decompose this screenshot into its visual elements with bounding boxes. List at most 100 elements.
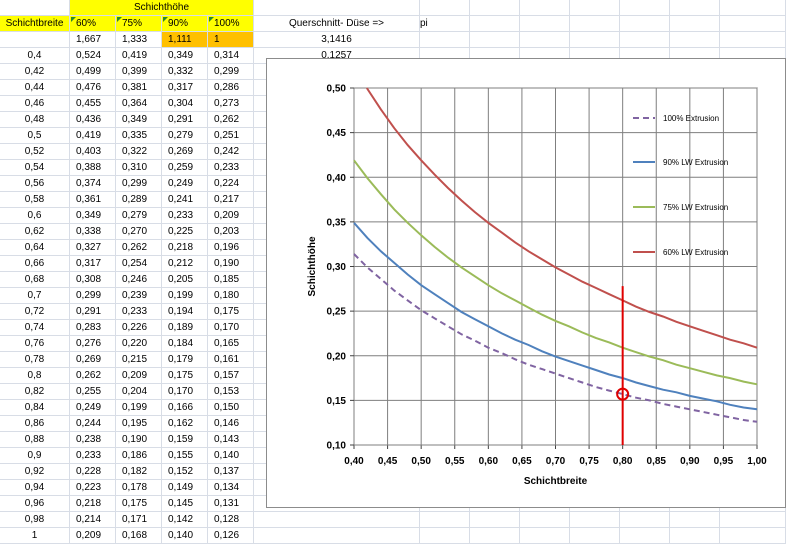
schichthoehe-value-cell[interactable]: 0,166 (162, 400, 208, 416)
empty-cell[interactable] (420, 32, 470, 48)
schichtbreite-header-cell[interactable]: Schichtbreite (0, 16, 70, 32)
schichthoehe-value-cell[interactable]: 0,162 (162, 416, 208, 432)
schichthoehe-value-cell[interactable]: 0,205 (162, 272, 208, 288)
schichthoehe-value-cell[interactable]: 0,196 (208, 240, 254, 256)
schichthoehe-value-cell[interactable]: 0,419 (70, 128, 116, 144)
schichthoehe-value-cell[interactable]: 0,215 (116, 352, 162, 368)
schichthoehe-value-cell[interactable]: 0,217 (208, 192, 254, 208)
schichthoehe-value-cell[interactable]: 0,279 (162, 128, 208, 144)
schichthoehe-value-cell[interactable]: 0,419 (116, 48, 162, 64)
empty-cell[interactable] (520, 32, 570, 48)
schichthoehe-value-cell[interactable]: 0,246 (116, 272, 162, 288)
schichthoehe-value-cell[interactable]: 0,349 (70, 208, 116, 224)
empty-cell[interactable] (570, 32, 620, 48)
schichthoehe-value-cell[interactable]: 0,209 (70, 528, 116, 544)
schichthoehe-value-cell[interactable]: 0,209 (208, 208, 254, 224)
schichthoehe-value-cell[interactable]: 0,238 (70, 432, 116, 448)
schichthoehe-value-cell[interactable]: 0,214 (70, 512, 116, 528)
schichthoehe-value-cell[interactable]: 0,226 (116, 320, 162, 336)
empty-cell[interactable] (570, 0, 620, 16)
schichthoehe-value-cell[interactable]: 0,146 (208, 416, 254, 432)
schichtbreite-value-cell[interactable]: 0,54 (0, 160, 70, 176)
schichthoehe-value-cell[interactable]: 0,203 (208, 224, 254, 240)
schichthoehe-value-cell[interactable]: 0,225 (162, 224, 208, 240)
empty-cell[interactable] (720, 0, 786, 16)
schichthoehe-value-cell[interactable]: 0,128 (208, 512, 254, 528)
schichthoehe-value-cell[interactable]: 0,381 (116, 80, 162, 96)
schichthoehe-value-cell[interactable]: 0,254 (116, 256, 162, 272)
schichthoehe-value-cell[interactable]: 0,152 (162, 464, 208, 480)
schichtbreite-value-cell[interactable]: 0,44 (0, 80, 70, 96)
schichthoehe-value-cell[interactable]: 0,299 (70, 288, 116, 304)
empty-cell[interactable] (720, 512, 786, 528)
schichtbreite-value-cell[interactable]: 0,9 (0, 448, 70, 464)
schichthoehe-value-cell[interactable]: 0,212 (162, 256, 208, 272)
schichthoehe-value-cell[interactable]: 0,142 (162, 512, 208, 528)
schichthoehe-value-cell[interactable]: 0,137 (208, 464, 254, 480)
schichthoehe-value-cell[interactable]: 0,242 (208, 144, 254, 160)
schichthoehe-value-cell[interactable]: 0,150 (208, 400, 254, 416)
schichthoehe-value-cell[interactable]: 0,180 (208, 288, 254, 304)
schichthoehe-value-cell[interactable]: 0,317 (70, 256, 116, 272)
schichthoehe-value-cell[interactable]: 0,218 (70, 496, 116, 512)
schichthoehe-value-cell[interactable]: 0,233 (208, 160, 254, 176)
schichthoehe-value-cell[interactable]: 0,249 (70, 400, 116, 416)
schichthoehe-value-cell[interactable]: 0,251 (208, 128, 254, 144)
schichtbreite-value-cell[interactable]: 0,68 (0, 272, 70, 288)
empty-cell[interactable] (254, 512, 420, 528)
schichtbreite-value-cell[interactable]: 0,48 (0, 112, 70, 128)
schichthoehe-value-cell[interactable]: 0,262 (116, 240, 162, 256)
empty-cell[interactable] (470, 16, 520, 32)
schichthoehe-value-cell[interactable]: 0,199 (116, 400, 162, 416)
percent-header-cell[interactable]: 60% (70, 16, 116, 32)
schichthoehe-value-cell[interactable]: 0,476 (70, 80, 116, 96)
schichtbreite-value-cell[interactable]: 0,42 (0, 64, 70, 80)
empty-cell[interactable] (520, 0, 570, 16)
schichtbreite-value-cell[interactable]: 0,58 (0, 192, 70, 208)
schichthoehe-value-cell[interactable]: 0,186 (116, 448, 162, 464)
empty-cell[interactable] (420, 528, 470, 544)
schichthoehe-value-cell[interactable]: 0,374 (70, 176, 116, 192)
schichthoehe-value-cell[interactable]: 0,233 (70, 448, 116, 464)
schichthoehe-value-cell[interactable]: 0,149 (162, 480, 208, 496)
line-chart[interactable]: 0,40 0,45 0,50 0,55 0,60 0,65 0,70 0,75 0,80 0,85… (266, 58, 786, 508)
schichthoehe-value-cell[interactable]: 0,399 (116, 64, 162, 80)
empty-cell[interactable] (670, 16, 720, 32)
schichtbreite-value-cell[interactable]: 0,92 (0, 464, 70, 480)
schichthoehe-value-cell[interactable]: 0,224 (208, 176, 254, 192)
schichtbreite-value-cell[interactable]: 0,6 (0, 208, 70, 224)
empty-cell[interactable] (520, 528, 570, 544)
schichthoehe-value-cell[interactable]: 0,175 (208, 304, 254, 320)
schichthoehe-value-cell[interactable]: 0,249 (162, 176, 208, 192)
schichtbreite-value-cell[interactable]: 0,52 (0, 144, 70, 160)
empty-cell[interactable] (570, 512, 620, 528)
empty-cell[interactable] (470, 512, 520, 528)
schichthoehe-value-cell[interactable]: 0,175 (116, 496, 162, 512)
schichthoehe-value-cell[interactable]: 0,308 (70, 272, 116, 288)
cross-section-label-cell[interactable]: Querschnitt- Düse => (254, 16, 420, 32)
schichthoehe-value-cell[interactable]: 0,175 (162, 368, 208, 384)
schichthoehe-value-cell[interactable]: 0,153 (208, 384, 254, 400)
empty-cell[interactable] (620, 16, 670, 32)
schichthoehe-value-cell[interactable]: 0,269 (70, 352, 116, 368)
schichtbreite-value-cell[interactable]: 0,98 (0, 512, 70, 528)
schichthoehe-value-cell[interactable]: 0,322 (116, 144, 162, 160)
schichthoehe-value-cell[interactable]: 0,161 (208, 352, 254, 368)
schichthoehe-value-cell[interactable]: 0,255 (70, 384, 116, 400)
empty-cell[interactable] (620, 528, 670, 544)
schichtbreite-value-cell[interactable]: 0,94 (0, 480, 70, 496)
schichthoehe-value-cell[interactable]: 0,403 (70, 144, 116, 160)
empty-cell[interactable] (0, 32, 70, 48)
factor-cell[interactable]: 1,333 (116, 32, 162, 48)
schichthoehe-value-cell[interactable]: 0,244 (70, 416, 116, 432)
empty-cell[interactable] (620, 0, 670, 16)
pi-value-cell[interactable]: 3,1416 (254, 32, 420, 48)
schichtbreite-value-cell[interactable]: 0,72 (0, 304, 70, 320)
empty-cell[interactable] (254, 528, 420, 544)
schichthoehe-value-cell[interactable]: 0,194 (162, 304, 208, 320)
percent-header-cell[interactable]: 100% (208, 16, 254, 32)
schichthoehe-value-cell[interactable]: 0,262 (70, 368, 116, 384)
schichtbreite-value-cell[interactable]: 0,64 (0, 240, 70, 256)
schichthoehe-value-cell[interactable]: 0,195 (116, 416, 162, 432)
schichthoehe-value-cell[interactable]: 0,223 (70, 480, 116, 496)
